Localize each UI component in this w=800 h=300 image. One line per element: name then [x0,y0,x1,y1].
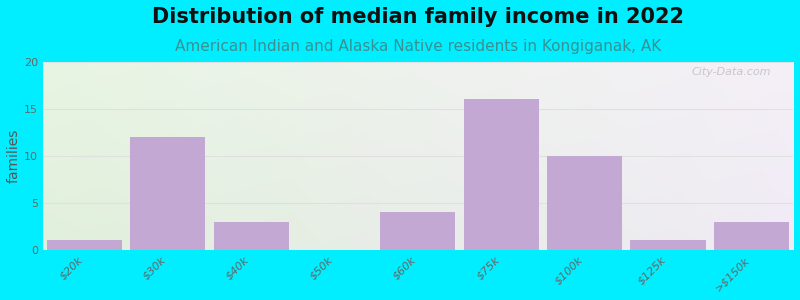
Bar [47,240,122,250]
Bar [130,137,206,250]
Bar [214,222,289,250]
Text: American Indian and Alaska Native residents in Kongiganak, AK: American Indian and Alaska Native reside… [174,39,661,54]
Y-axis label: families: families [7,129,21,183]
Bar [714,222,789,250]
Bar [630,240,706,250]
Bar [380,212,455,250]
Title: Distribution of median family income in 2022: Distribution of median family income in … [152,7,684,27]
Text: City-Data.com: City-Data.com [691,68,770,77]
Bar [547,156,622,250]
Bar [464,99,538,250]
